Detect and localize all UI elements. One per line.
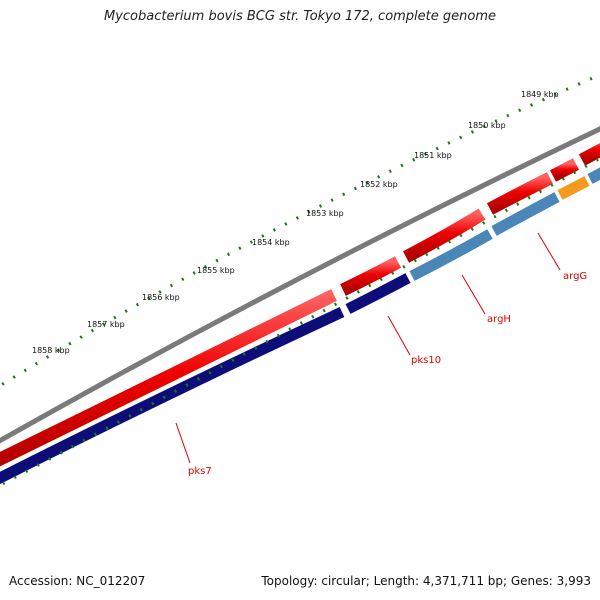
cds-forward-1 [0,289,337,467]
accession-text: Accession: NC_012207 [9,574,146,588]
cds-highlight [557,176,590,200]
argH-leader-line [461,274,486,315]
kbp-label-1857: 1857 kbp [87,320,125,329]
cds-forward-5 [549,158,580,182]
genome-summary-text: Topology: circular; Length: 4,371,711 bp… [261,574,591,588]
kbp-label-1855: 1855 kbp [197,266,235,275]
gene-label-argG[interactable]: argG [563,271,587,282]
kbp-label-1852: 1852 kbp [360,180,398,189]
pks7-leader-line [175,422,191,464]
argG-leader-line [537,232,561,271]
cds-forward-6 [578,143,600,166]
kbp-label-1849: 1849 kbp [521,90,559,99]
cds-argG-part2 [587,167,600,184]
cds-forward-4 [486,172,553,215]
kbp-label-1851: 1851 kbp [414,151,452,160]
kbp-label-1856: 1856 kbp [142,293,180,302]
gene-label-pks7[interactable]: pks7 [188,466,212,477]
pks10-leader-line [387,315,411,356]
cds-pks10 [345,273,411,314]
reverse-strand[interactable] [0,163,600,488]
genome-backbone [0,126,600,444]
cds-forward-2 [340,256,402,296]
cds-forward-3 [402,208,486,263]
kbp-tick-ring [0,73,600,388]
gene-label-argH[interactable]: argH [487,314,511,325]
kbp-label-1854: 1854 kbp [252,238,290,247]
cds-argG-part1 [491,192,560,236]
gene-label-pks10[interactable]: pks10 [411,355,441,366]
cds-argH [409,229,493,281]
kbp-label-1858: 1858 kbp [32,346,70,355]
map-title: Mycobacterium bovis BCG str. Tokyo 172, … [104,9,496,24]
inner-tick-ring [0,156,600,488]
kbp-label-1853: 1853 kbp [306,209,344,218]
kbp-label-1850: 1850 kbp [468,121,506,130]
cds-pks7 [0,307,345,485]
forward-strand[interactable] [0,140,600,469]
